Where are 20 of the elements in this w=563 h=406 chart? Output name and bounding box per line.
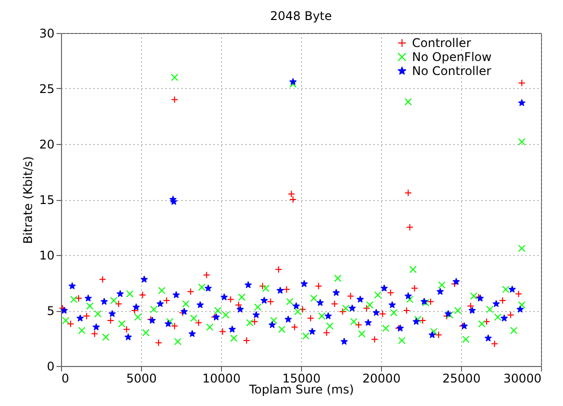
y-tick-label: 25: [39, 82, 54, 96]
y-tick-label: 30: [39, 26, 54, 40]
y-tick-label: 10: [39, 248, 54, 262]
y-tick-label: 20: [39, 138, 54, 152]
x-tick-label: 0: [62, 372, 70, 386]
x-tick-label: 15000: [282, 372, 321, 386]
y-axis-title: Bitrate (Kbit/s): [21, 156, 36, 244]
x-tick-label: 10000: [202, 372, 241, 386]
x-tick-label: 30000: [503, 372, 542, 386]
y-tick-label: 5: [46, 304, 54, 318]
chart-title: 2048 Byte: [270, 9, 332, 23]
legend-label: No OpenFlow: [412, 50, 492, 64]
y-tick-label: 0: [46, 360, 54, 374]
x-tick-label: 20000: [362, 372, 401, 386]
y-tick-label: 15: [39, 193, 54, 207]
legend-label: No Controller: [412, 64, 492, 78]
legend-label: Controller: [412, 36, 472, 50]
x-axis-title: Toplam Sure (ms): [248, 382, 354, 396]
x-tick-label: 5000: [126, 372, 157, 386]
x-tick-label: 25000: [442, 372, 481, 386]
